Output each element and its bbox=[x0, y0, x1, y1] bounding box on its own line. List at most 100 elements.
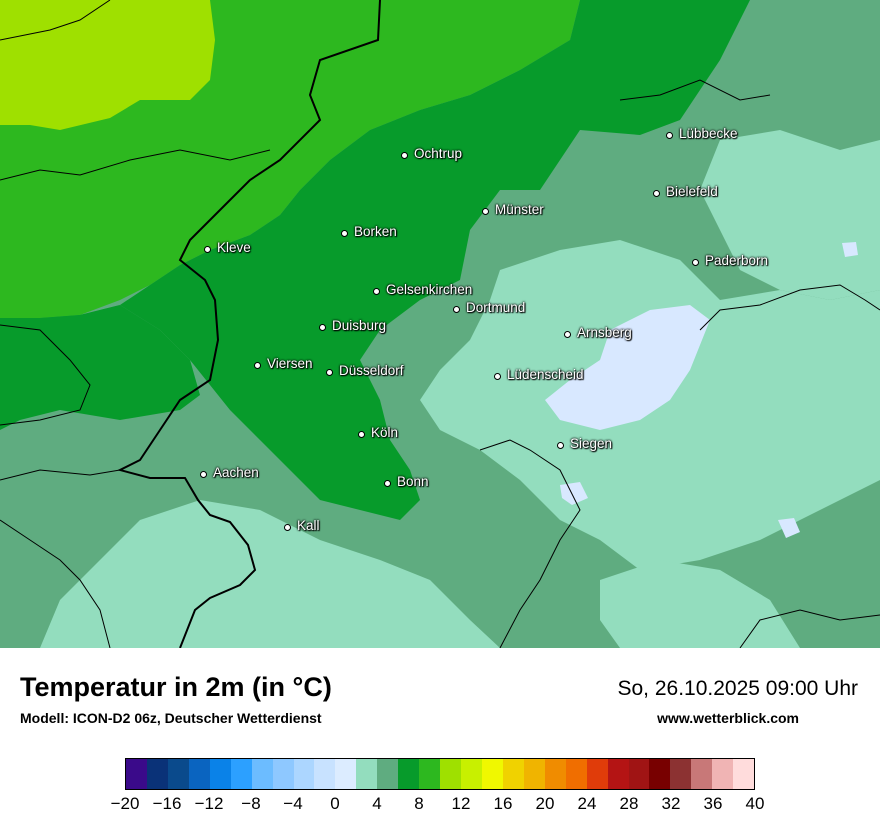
legend-swatch bbox=[461, 759, 482, 789]
region-border-3 bbox=[0, 324, 91, 426]
legend-swatch bbox=[733, 759, 755, 789]
city-label-paderborn: Paderborn bbox=[705, 253, 769, 268]
city-label-aachen: Aachen bbox=[213, 465, 259, 480]
city-dot-borken[interactable] bbox=[341, 230, 348, 237]
city-dot-siegen[interactable] bbox=[557, 442, 564, 449]
city-label-bielefeld: Bielefeld bbox=[666, 184, 718, 199]
legend-swatch bbox=[481, 759, 503, 789]
region-border-9 bbox=[0, 519, 111, 648]
city-label-arnsberg: Arnsberg bbox=[577, 325, 632, 340]
city-label-duisburg: Duisburg bbox=[332, 318, 387, 333]
legend-tick-label: −4 bbox=[283, 794, 303, 813]
legend-tick-label: 0 bbox=[330, 794, 340, 813]
legend-tick-label: −12 bbox=[194, 794, 224, 813]
legend-tick-label: 4 bbox=[372, 794, 382, 813]
legend-swatch bbox=[188, 759, 210, 789]
legend-swatch bbox=[272, 759, 294, 789]
city-dot-duisburg[interactable] bbox=[319, 324, 326, 331]
legend-swatch bbox=[377, 759, 399, 789]
field-temp-0-1 bbox=[545, 305, 710, 430]
legend-swatch bbox=[628, 759, 650, 789]
region-border-4 bbox=[0, 469, 121, 481]
map-subtitle: Modell: ICON-D2 06z, Deutscher Wetterdie… bbox=[20, 710, 322, 726]
field-temp-0-3 bbox=[778, 518, 800, 538]
field-temp-0-2 bbox=[560, 482, 588, 505]
legend-swatch bbox=[565, 759, 587, 789]
legend-swatch bbox=[712, 759, 734, 789]
legend-swatch bbox=[649, 759, 671, 789]
legend-swatch bbox=[440, 759, 461, 789]
legend-tick-label: 8 bbox=[414, 794, 424, 813]
city-dot-bielefeld[interactable] bbox=[653, 190, 660, 197]
legend-tick-label: −16 bbox=[152, 794, 182, 813]
legend-tick-label: 40 bbox=[745, 794, 765, 813]
city-label-viersen: Viersen bbox=[267, 356, 313, 371]
city-label-bonn: Bonn bbox=[397, 474, 429, 489]
city-label-duesseldorf: Düsseldorf bbox=[339, 363, 404, 378]
city-label-muenster: Münster bbox=[495, 202, 544, 217]
legend-swatch bbox=[586, 759, 608, 789]
region-border-8 bbox=[739, 609, 880, 648]
legend-tick-label: 24 bbox=[577, 794, 597, 813]
city-dot-luedenscheid[interactable] bbox=[494, 373, 501, 380]
legend-tick-label: 20 bbox=[535, 794, 555, 813]
legend-tick-label: −20 bbox=[110, 794, 140, 813]
city-dot-duesseldorf[interactable] bbox=[326, 369, 333, 376]
legend-swatch bbox=[502, 759, 524, 789]
field-temp-2-south bbox=[40, 500, 500, 648]
city-dot-muenster[interactable] bbox=[482, 208, 489, 215]
city-label-koeln: Köln bbox=[371, 425, 399, 440]
legend-swatch bbox=[230, 759, 252, 789]
city-dot-gelsenkirchen[interactable] bbox=[373, 288, 380, 295]
legend-swatch bbox=[356, 759, 378, 789]
city-dot-luebbecke[interactable] bbox=[666, 132, 673, 139]
region-border-5 bbox=[619, 79, 771, 101]
city-dot-dortmund[interactable] bbox=[453, 306, 460, 313]
city-dot-ochtrup[interactable] bbox=[401, 152, 408, 159]
legend-swatch bbox=[691, 759, 713, 789]
city-label-kall: Kall bbox=[297, 518, 320, 533]
city-dot-paderborn[interactable] bbox=[692, 259, 699, 266]
field-temp-6-ne bbox=[0, 0, 750, 520]
city-label-dortmund: Dortmund bbox=[466, 300, 526, 315]
city-dot-arnsberg[interactable] bbox=[564, 331, 571, 338]
legend-swatch bbox=[314, 759, 336, 789]
city-label-kleve: Kleve bbox=[217, 240, 251, 255]
legend-swatch bbox=[523, 759, 545, 789]
legend-swatch bbox=[544, 759, 566, 789]
city-dot-aachen[interactable] bbox=[200, 471, 207, 478]
field-temp-2-se bbox=[600, 560, 800, 648]
city-dot-viersen[interactable] bbox=[254, 362, 261, 369]
region-border-7 bbox=[479, 439, 581, 648]
legend-swatch bbox=[146, 759, 168, 789]
legend-tick-label: 12 bbox=[451, 794, 471, 813]
legend-colorbar bbox=[125, 758, 755, 790]
legend-swatch bbox=[251, 759, 273, 789]
legend-swatch bbox=[126, 759, 147, 789]
region-border-1 bbox=[0, 0, 111, 41]
city-dot-kall[interactable] bbox=[284, 524, 291, 531]
legend-swatch bbox=[167, 759, 189, 789]
legend-tick-label: −8 bbox=[241, 794, 261, 813]
city-dot-koeln[interactable] bbox=[358, 431, 365, 438]
legend-swatch bbox=[419, 759, 441, 789]
website-link[interactable]: www.wetterblick.com bbox=[657, 710, 799, 726]
city-dot-bonn[interactable] bbox=[384, 480, 391, 487]
field-temp-10 bbox=[0, 0, 215, 130]
city-label-luebbecke: Lübbecke bbox=[679, 126, 738, 141]
legend-swatch bbox=[607, 759, 629, 789]
city-label-gelsenkirchen: Gelsenkirchen bbox=[386, 282, 473, 297]
map-svg bbox=[0, 0, 880, 648]
city-label-borken: Borken bbox=[354, 224, 397, 239]
legend-swatch bbox=[335, 759, 357, 789]
legend-tick-label: 28 bbox=[619, 794, 639, 813]
map-title: Temperatur in 2m (in °C) bbox=[20, 672, 332, 702]
legend-tick-label: 16 bbox=[493, 794, 513, 813]
temperature-map: Lübbecke Ochtrup Bielefeld Münster Borke… bbox=[0, 0, 880, 648]
legend-swatch bbox=[398, 759, 420, 789]
field-temp-2-east bbox=[700, 130, 880, 300]
city-dot-kleve[interactable] bbox=[204, 246, 211, 253]
city-label-siegen: Siegen bbox=[570, 436, 613, 451]
legend-swatch bbox=[293, 759, 315, 789]
city-label-ochtrup: Ochtrup bbox=[414, 146, 463, 161]
